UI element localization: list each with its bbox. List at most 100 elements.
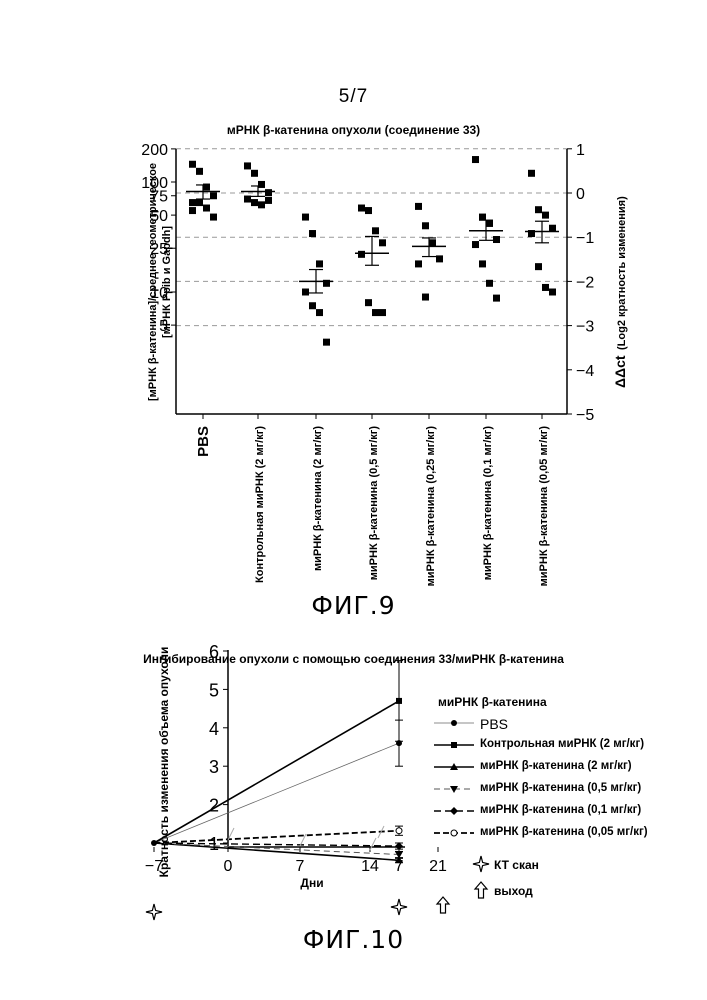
figure10-title: Ингибирование опухоли с помощью соединен… [143,652,564,666]
legend-marker-0 [451,720,457,726]
x-tick-label: 21 [429,858,447,875]
series-line-3 [153,842,400,856]
x-tick-label: 7 [395,858,404,875]
category-label: Контрольная миРНК (2 мг/кг) [254,426,266,583]
data-point [265,189,272,197]
right-tick-label: −3 [576,319,594,336]
data-point [251,199,258,207]
data-point [549,288,556,296]
ct-scan-icon [145,903,163,921]
data-point [415,260,422,268]
data-point [472,156,479,164]
series-end-point-1 [396,697,402,704]
data-point [542,211,549,219]
ct-scan-legend-icon [472,855,490,873]
category-label: миРНК β-катенина (0,5 мг/кг) [368,426,380,581]
data-point [358,250,365,258]
data-point [479,213,486,221]
left-tick-label: 75 [150,189,168,206]
left-tick-label: 10 [150,285,168,302]
legend-marker-5 [450,829,458,837]
data-point [365,207,372,215]
series-end-point-3 [395,851,403,859]
exit-legend-icon [473,881,489,899]
figure9-title: мРНК β-катенина опухоли (соединение 33) [226,123,481,137]
x-tick-label: 7 [296,858,305,875]
data-point [486,219,493,227]
series-line-2 [153,842,400,862]
data-point [528,169,535,177]
category-label: миРНК β-катенина (0,05 мг/кг) [538,426,550,587]
sample-arrow-0 [227,827,235,841]
data-point [429,239,436,247]
ct-scan-label: КТ скан [494,858,539,872]
right-tick-label: −5 [576,407,594,424]
right-tick-label: −4 [576,363,594,380]
legend-marker-2 [450,763,458,770]
data-point [265,196,272,204]
right-tick-label: −2 [576,274,594,291]
legend-item-01mg: миРНК β-катенина (0,1 мг/кг) [480,804,642,816]
sample-arrow-1 [299,833,307,847]
y-axis-label: Кратность изменения объема опухоли [157,647,171,878]
exit-arrow-icon [435,896,451,914]
legend-marker-4 [450,807,458,815]
data-point [196,167,203,175]
legend-title: миРНК β-катенина [438,695,547,709]
data-point [323,338,330,346]
category-label: PBS [195,426,212,457]
ct-scan-icon [390,898,408,916]
right-tick-label: 0 [576,186,585,203]
left-tick-label: 50 [150,208,168,225]
data-point [196,199,203,207]
data-point [436,255,443,263]
right-tick-label: 1 [576,142,585,159]
ylabel-right-sub: (Log2 кратность изменения) [616,196,628,350]
data-point [189,199,196,207]
x-tick-label: −7 [145,858,163,875]
legend-marker-1 [451,742,457,748]
right-tick-label: −1 [576,230,594,247]
data-point [210,213,217,221]
ylabel-left-line2: [мРНК Ppib и Gapdh] [161,226,173,338]
data-point [251,169,258,177]
data-point [379,239,386,247]
data-point [372,309,379,317]
data-point [549,224,556,232]
data-point [528,230,535,238]
data-point [493,236,500,244]
y-tick-label: 4 [209,719,219,739]
series-end-point-4 [395,842,403,851]
data-point [422,222,429,230]
data-point [486,279,493,287]
data-point [535,206,542,214]
data-point [323,279,330,287]
exit-label: выход [494,884,533,898]
series-line-4 [153,842,400,847]
data-point [309,302,316,310]
data-point [258,180,265,188]
legend-item-005mg: миРНК β-катенина (0,05 мг/кг) [480,826,648,838]
y-tick-label: 6 [209,642,219,662]
left-tick-label: 5 [159,318,168,335]
data-point [203,183,210,191]
data-point [415,202,422,210]
left-tick-label: 25 [150,241,168,258]
legend-item-pbs: PBS [480,716,509,732]
y-tick-label: 5 [209,680,219,700]
data-point [210,192,217,200]
data-point [493,294,500,302]
data-point [472,241,479,249]
series-line-5 [153,829,400,844]
data-point [189,207,196,215]
figure9-caption: ФИГ.9 [311,591,396,620]
legend-marker-3 [450,786,458,793]
category-label: миРНК β-катенина (0,25 мг/кг) [425,426,437,587]
category-label: миРНК β-катенина (0,1 мг/кг) [482,426,494,581]
figure10-caption: ФИГ.10 [302,925,405,954]
left-tick-label: 200 [141,142,168,159]
data-point [535,263,542,271]
page-number: 5/7 [338,86,369,107]
